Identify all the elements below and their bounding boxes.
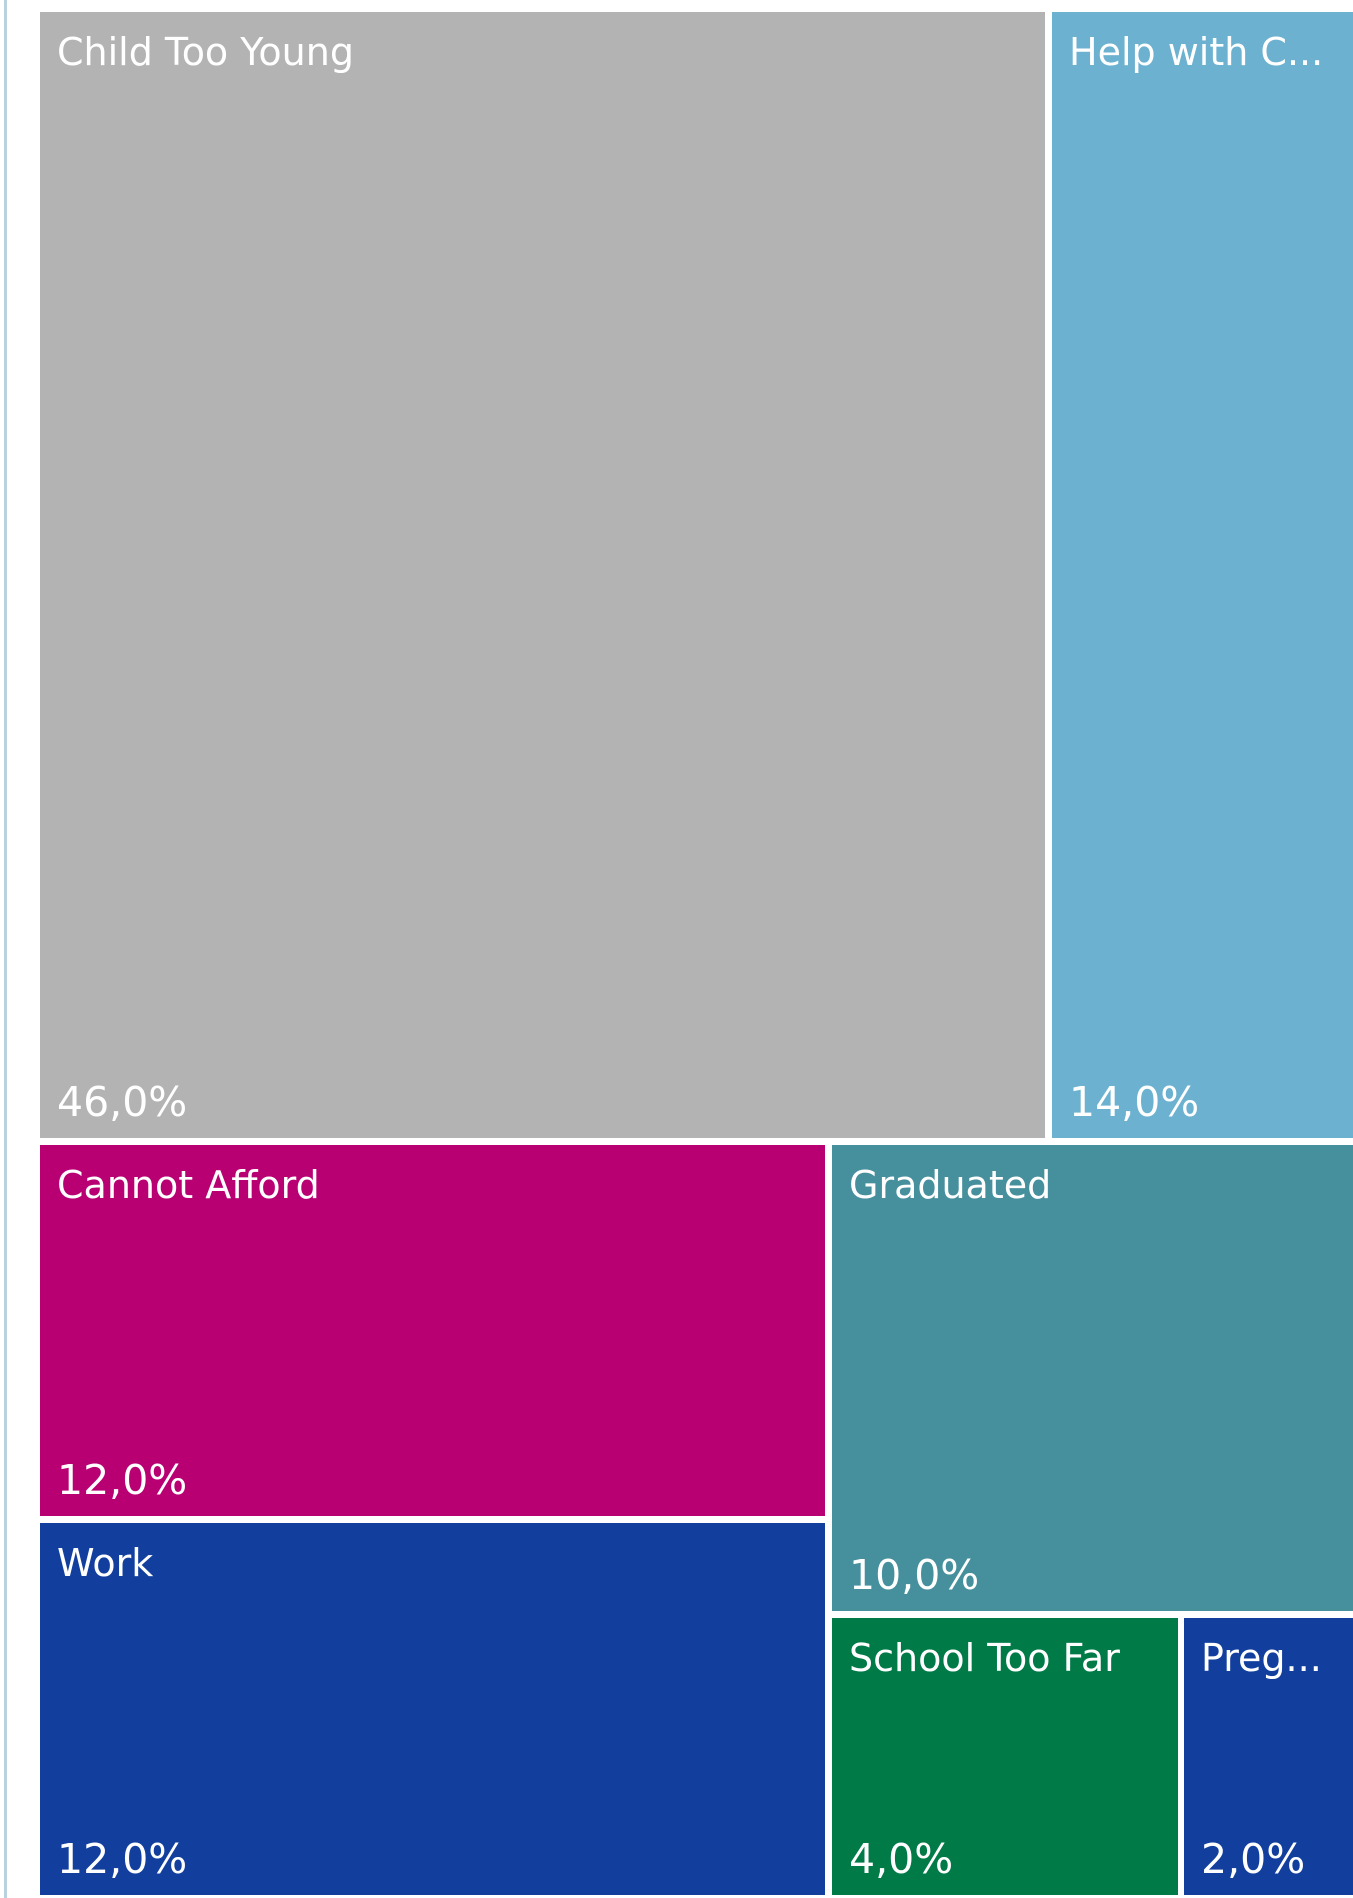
tile-label-school-too-far: School Too Far xyxy=(849,1636,1120,1680)
tile-value-work: 12,0% xyxy=(57,1834,188,1883)
tile-label-cannot-afford: Cannot Afford xyxy=(57,1163,320,1207)
tile-school-too-far[interactable]: School Too Far 4,0% xyxy=(832,1618,1178,1895)
left-border-line xyxy=(4,0,7,1898)
tile-work[interactable]: Work 12,0% xyxy=(40,1523,825,1895)
tile-value-cannot-afford: 12,0% xyxy=(57,1455,188,1504)
tile-graduated[interactable]: Graduated 10,0% xyxy=(832,1145,1353,1611)
tile-label-graduated: Graduated xyxy=(849,1163,1052,1207)
tile-value-preg: 2,0% xyxy=(1201,1834,1306,1883)
tile-value-graduated: 10,0% xyxy=(849,1550,980,1599)
tile-preg[interactable]: Preg... 2,0% xyxy=(1184,1618,1353,1895)
tile-label-preg: Preg... xyxy=(1201,1636,1322,1680)
tile-child-too-young[interactable]: Child Too Young 46,0% xyxy=(40,12,1045,1138)
tile-help-with-c[interactable]: Help with C... 14,0% xyxy=(1052,12,1353,1138)
tile-value-child-too-young: 46,0% xyxy=(57,1077,188,1126)
tile-label-help-with-c: Help with C... xyxy=(1069,30,1324,74)
tile-cannot-afford[interactable]: Cannot Afford 12,0% xyxy=(40,1145,825,1516)
tile-value-help-with-c: 14,0% xyxy=(1069,1077,1200,1126)
tile-label-work: Work xyxy=(57,1541,154,1585)
tile-label-child-too-young: Child Too Young xyxy=(57,30,354,74)
tile-value-school-too-far: 4,0% xyxy=(849,1834,954,1883)
